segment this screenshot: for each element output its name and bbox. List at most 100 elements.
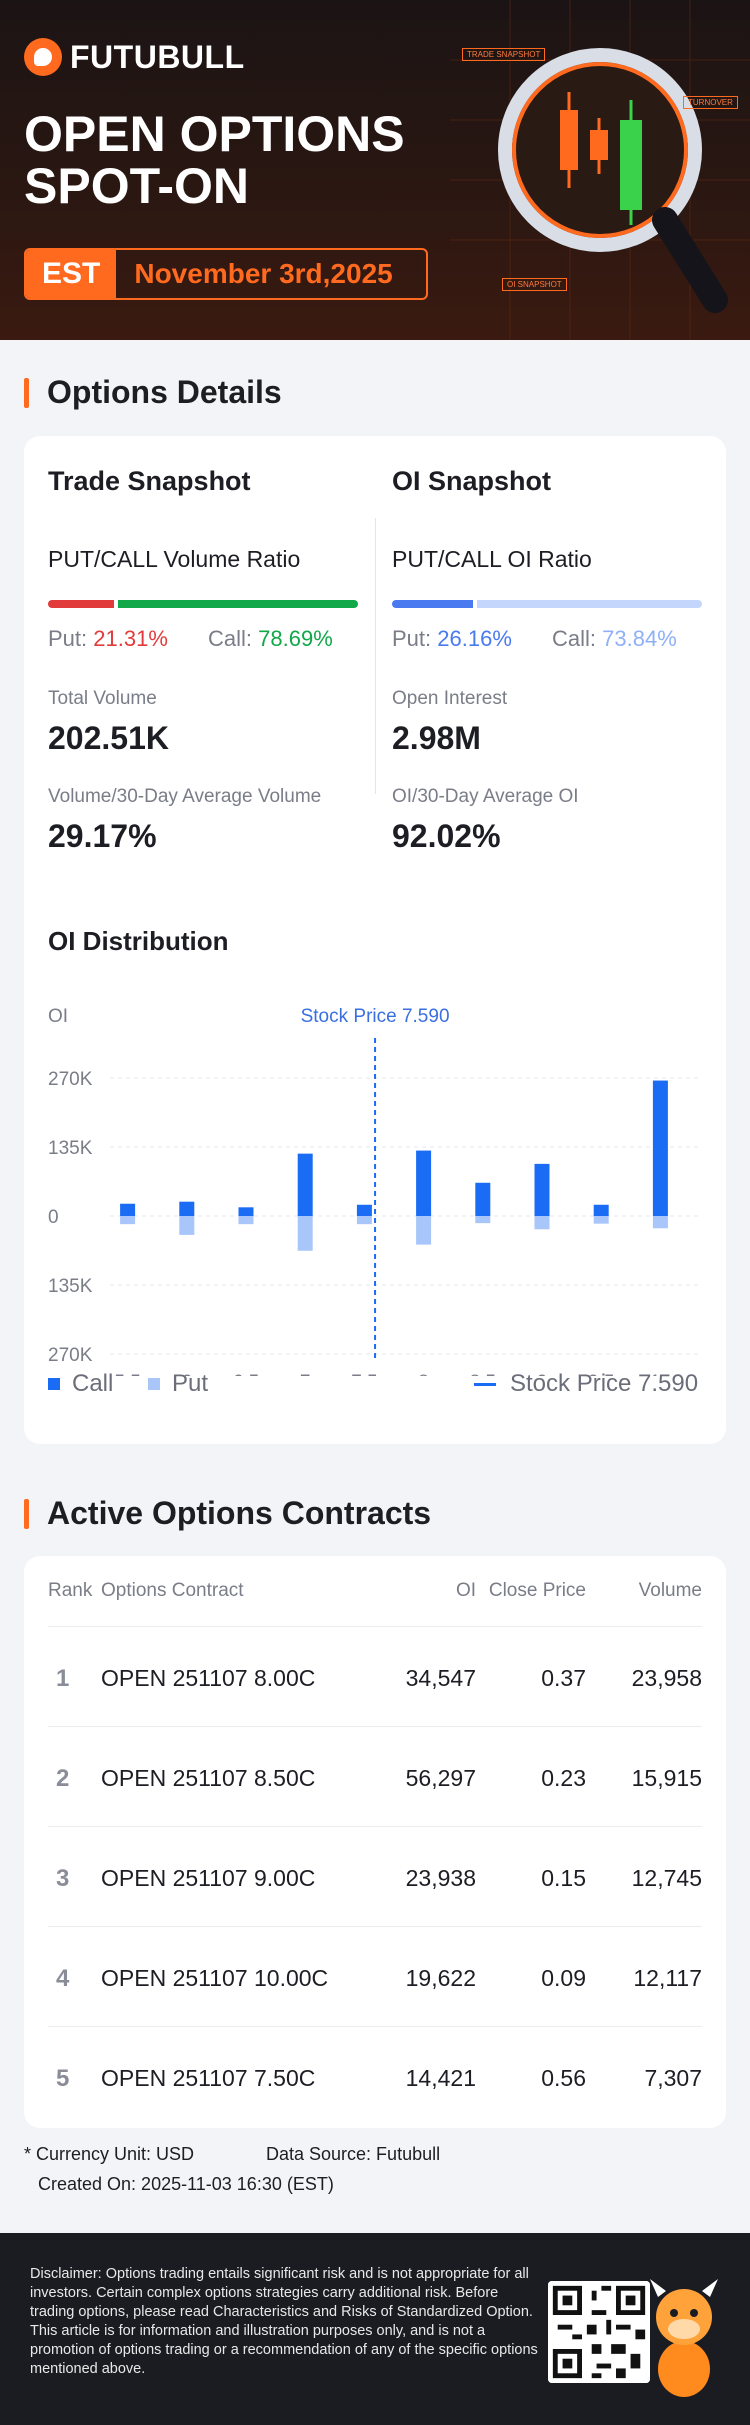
table-row[interactable]: 3 OPEN 251107 9.00C 23,938 0.15 12,745: [48, 1826, 702, 1926]
table-row[interactable]: 1 OPEN 251107 8.00C 34,547 0.37 23,958: [48, 1626, 702, 1726]
oi-distribution-chart: OI 270K 135K 0 135K 270K 5.5 6 6.5 7 7.5 8 8.5 9 9.5 10…: [48, 1006, 702, 1376]
x-tick-label: 9: [537, 1372, 548, 1376]
header-contract: Options Contract: [101, 1580, 244, 1601]
disclaimer-panel: Disclaimer: Options trading entails sign…: [0, 2233, 750, 2425]
oi-ratio-bar: [392, 600, 702, 608]
y-tick-label: 135K: [48, 1276, 93, 1297]
oi-distribution-title: OI Distribution: [48, 926, 229, 956]
page-title: OPEN OPTIONS SPOT-ON: [24, 106, 405, 214]
call-bar: [179, 1201, 195, 1216]
oi-put-fill: [392, 600, 474, 608]
header-rank: Rank: [48, 1580, 93, 1601]
avg-volume-label: Volume/30-Day Average Volume: [48, 786, 322, 807]
active-contracts-heading: Active Options Contracts: [24, 1495, 431, 1532]
currency-note: * Currency Unit: USD: [24, 2144, 195, 2164]
legend-call: Call: [48, 1370, 113, 1398]
volume-cell: 15,915: [631, 1765, 702, 1791]
column-divider: [375, 518, 376, 794]
put-bar: [120, 1216, 136, 1225]
x-tick-label: 7: [300, 1372, 311, 1376]
put-bar: [652, 1216, 668, 1229]
put-bar: [356, 1216, 372, 1225]
x-tick-label: 8.5: [470, 1372, 496, 1376]
header-oi: OI: [455, 1580, 476, 1601]
x-tick-label: 6.5: [233, 1372, 259, 1376]
oi-ratio-label: PUT/CALL OI Ratio: [392, 546, 592, 572]
header-volume: Volume: [638, 1580, 702, 1601]
y-tick-label: 270K: [48, 1069, 93, 1090]
rank-cell: 2: [56, 1765, 70, 1792]
rank-cell: 3: [56, 1865, 70, 1892]
bull-mascot-icon: [650, 2279, 718, 2397]
timezone-tag: EST: [26, 250, 117, 298]
disclaimer-text: Disclaimer: Options trading entails sign…: [30, 2266, 538, 2377]
total-volume-label: Total Volume: [48, 688, 157, 709]
oi-cell: 56,297: [405, 1765, 476, 1791]
call-bar: [356, 1204, 372, 1216]
call-legend-swatch: [48, 1378, 60, 1390]
put-percentage: 21.31%: [93, 626, 168, 651]
volume-cell: 7,307: [644, 2065, 702, 2091]
call-percentage: 78.69%: [258, 626, 333, 651]
x-tick-label: 8: [418, 1372, 429, 1376]
y-axis-label: OI: [48, 1006, 68, 1027]
oi-call-percentage: 73.84%: [602, 626, 677, 651]
put-bar: [238, 1216, 254, 1225]
oi-cell: 23,938: [405, 1865, 476, 1891]
x-tick-label: 10: [650, 1372, 671, 1376]
call-bar: [534, 1163, 550, 1216]
table-row[interactable]: 4 OPEN 251107 10.00C 19,622 0.09 12,117: [48, 1926, 702, 2026]
stock-price-legend-line: [474, 1382, 496, 1386]
section-title: Options Details: [47, 374, 282, 410]
oi-ratio-values: Put: 26.16% Call: 73.84%: [392, 626, 677, 651]
oi-cell: 19,622: [405, 1965, 476, 1991]
table-row[interactable]: 2 OPEN 251107 8.50C 56,297 0.23 15,915: [48, 1726, 702, 1826]
oi-cell: 34,547: [405, 1665, 476, 1691]
stock-price-label: Stock Price 7.590: [301, 1006, 450, 1027]
brand: FUTUBULL: [24, 38, 245, 76]
call-bar: [475, 1182, 491, 1216]
contract-cell: OPEN 251107 7.50C: [101, 2065, 316, 2091]
volume-cell: 23,958: [631, 1665, 702, 1691]
hero-banner: TRADE SNAPSHOT TURNOVER OI SNAPSHOT FUTU…: [0, 0, 750, 340]
call-bar: [416, 1150, 432, 1216]
qr-code-icon[interactable]: [548, 2281, 650, 2383]
table-row[interactable]: 5 OPEN 251107 7.50C 14,421 0.56 7,307: [48, 2026, 702, 2126]
call-bar: [593, 1204, 609, 1216]
volume-ratio-label: PUT/CALL Volume Ratio: [48, 546, 301, 572]
oi-snapshot-heading: OI Snapshot: [392, 466, 552, 496]
oi-cell: 14,421: [405, 2065, 476, 2091]
close-price-cell: 0.15: [541, 1865, 586, 1891]
created-on: Created On: 2025-11-03 16:30 (EST): [38, 2174, 334, 2194]
put-bar: [297, 1216, 313, 1251]
header-close-price: Close Price: [488, 1580, 586, 1601]
contract-cell: OPEN 251107 9.00C: [101, 1865, 316, 1891]
volume-call-fill: [118, 600, 358, 608]
close-price-cell: 0.37: [541, 1665, 586, 1691]
oi-put-percentage: 26.16%: [437, 626, 512, 651]
call-bar: [652, 1080, 668, 1216]
call-bar: [238, 1207, 254, 1216]
y-tick-label: 135K: [48, 1138, 93, 1159]
brand-name: FUTUBULL: [70, 38, 245, 75]
section-title: Active Options Contracts: [47, 1495, 432, 1531]
data-source: Data Source: Futubull: [266, 2144, 441, 2164]
rank-cell: 5: [56, 2065, 70, 2092]
date-box: EST November 3rd,2025: [24, 248, 428, 300]
avg-volume-value: 29.17%: [48, 818, 157, 854]
open-interest-label: Open Interest: [392, 688, 508, 709]
open-interest-value: 2.98M: [392, 720, 481, 756]
section-accent-bar: [24, 377, 29, 408]
magnifier-icon: [498, 48, 728, 313]
contract-cell: OPEN 251107 8.50C: [101, 1765, 316, 1791]
active-contracts-table: Rank Options Contract OI Close Price Vol…: [24, 1556, 726, 2128]
volume-cell: 12,745: [631, 1865, 702, 1891]
put-bar: [475, 1216, 491, 1224]
report-date: November 3rd,2025: [134, 258, 393, 289]
put-bar: [593, 1216, 609, 1224]
trade-snapshot-tag: TRADE SNAPSHOT: [462, 48, 546, 61]
y-tick-label: 0: [48, 1207, 59, 1228]
put-bar: [179, 1216, 195, 1235]
section-accent-bar: [24, 1498, 29, 1529]
turnover-tag: TURNOVER: [683, 96, 738, 109]
